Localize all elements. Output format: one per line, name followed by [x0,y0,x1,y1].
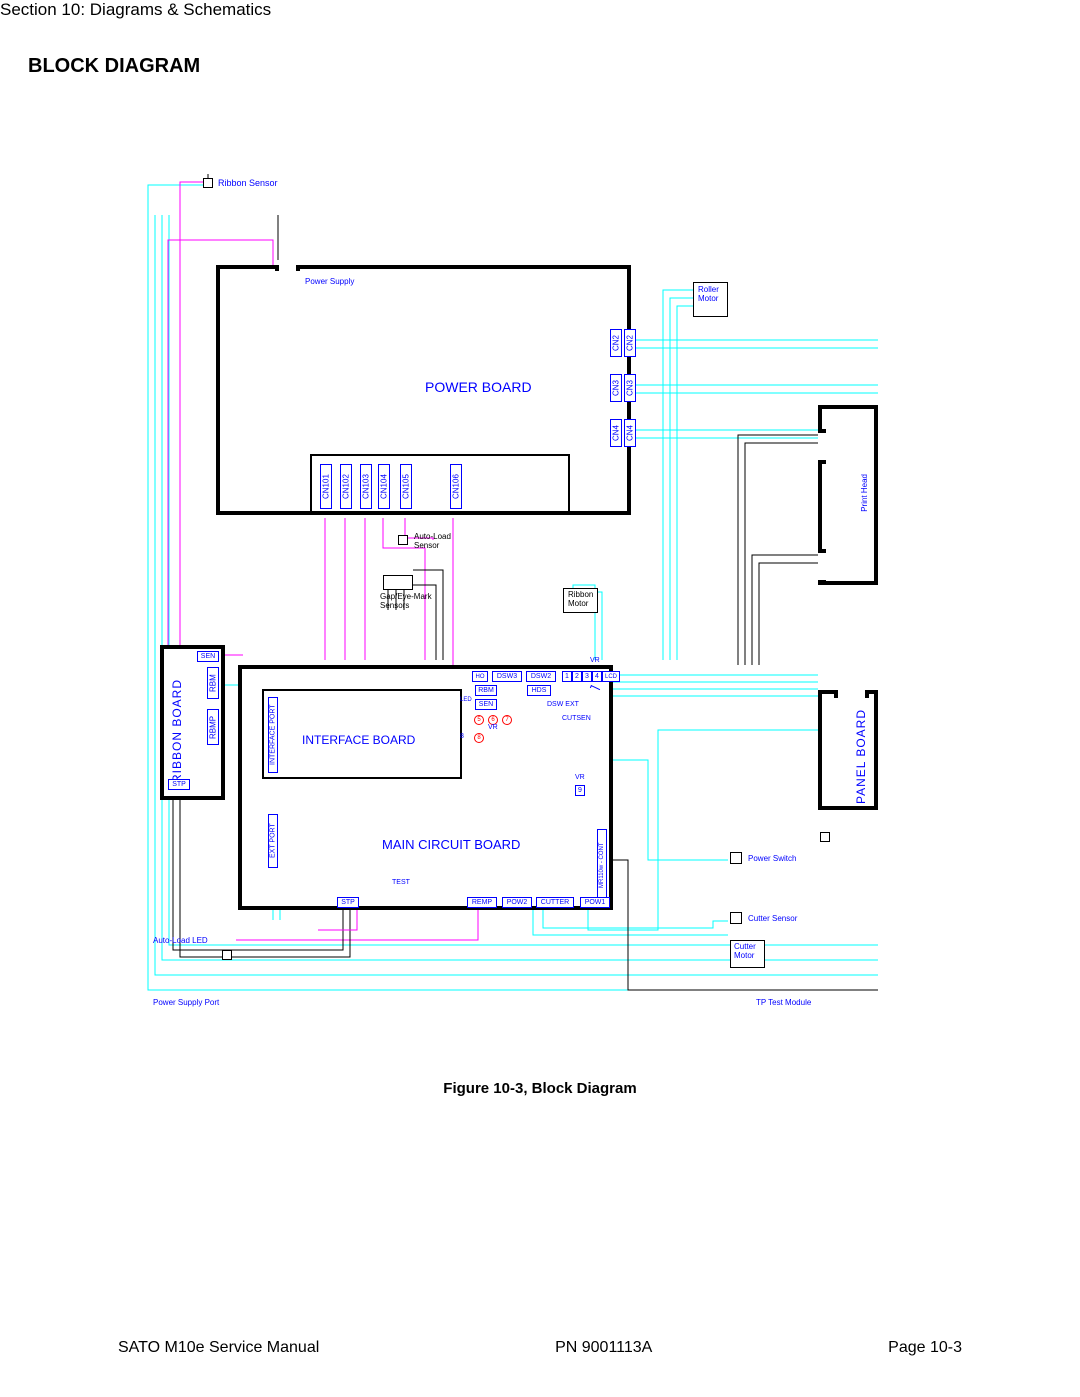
ribbon-board: RIBBON BOARD SEN RBM RBMP STP [160,645,225,800]
conn-rbm-m: RBM [475,685,497,696]
print-head-board: Print Head [818,405,878,585]
cutter-sensor-box [730,912,742,924]
auto-load-sensor-box [398,535,408,545]
interface-board-label: INTERFACE BOARD [302,733,415,747]
conn-cn4a: CN4 [610,419,622,447]
section-header: Section 10: Diagrams & Schematics [0,0,271,20]
conn-cn104: CN104 [378,464,390,509]
roller-motor-label: Roller Motor [698,285,719,303]
conn-cn106: CN106 [450,464,462,509]
vr-9: 9 [575,785,585,796]
auto-load-led-box [222,950,232,960]
ribbon-motor-label: Ribbon Motor [568,590,593,608]
conn-stp-r: STP [168,779,190,790]
ribbon-sensor-label: Ribbon Sensor [218,178,278,188]
footer-center: PN 9001113A [555,1339,652,1357]
conn-pow2: POW2 [502,897,532,908]
conn-lcd: LCD [602,671,620,682]
vr-top: VR [590,657,600,664]
conn-dsw2: DSW2 [526,671,556,682]
conn-cn103: CN103 [360,464,372,509]
conn-sen: SEN [197,651,219,662]
conn-cn2b: CN2 [624,329,636,357]
conn-cn2a: CN2 [610,329,622,357]
dsw-ext: DSW EXT [547,701,579,708]
dot-5: 5 [474,715,484,725]
ribbon-board-label: RIBBON BOARD [170,679,184,783]
power-board: Power Supply POWER BOARD CN2 CN2 CN3 CN3… [216,265,631,515]
mr110w: MR110w - CONT [597,829,607,901]
gap-sensors-box [383,575,413,590]
panel-board: PANEL BOARD [818,690,878,810]
cutsen: CUTSEN [562,715,591,722]
conn-8: 8 [460,733,464,740]
conn-cn4b: CN4 [624,419,636,447]
ribbon-sensor-box [203,178,213,188]
test-label: TEST [392,879,410,886]
footer-right: Page 10-3 [888,1339,962,1357]
conn-hds: HDS [527,685,551,696]
psp-label: Power Supply Port [153,998,219,1007]
cutter-sensor-label: Cutter Sensor [748,914,797,923]
main-board-label: MAIN CIRCUIT BOARD [382,837,520,852]
footer: SATO M10e Service Manual PN 9001113A Pag… [118,1339,962,1357]
vr-9-label: VR [575,774,585,781]
dot-7: 7 [502,715,512,725]
interface-port-label: INTERFACE PORT [268,697,278,773]
conn-cn102: CN102 [340,464,352,509]
ext-port: EXT PORT [268,814,278,868]
conn-2: 2 [572,671,582,682]
conn-1: 1 [562,671,572,682]
print-head-label: Print Head [860,474,869,512]
footer-left: SATO M10e Service Manual [118,1339,319,1357]
gap-sensors-label: Gap/Eye-Mark Sensors [380,592,432,610]
port-box-1 [820,832,830,842]
conn-led: LED [460,697,472,703]
conn-cutter: CUTTER [536,897,574,908]
conn-stp: STP [337,897,359,908]
conn-3: 3 [582,671,592,682]
conn-rbmp: RBMP [207,709,219,745]
figure-caption: Figure 10-3, Block Diagram [0,1080,1080,1097]
power-switch-box [730,852,742,864]
vr-mid: VR [488,724,498,731]
main-board: INTERFACE PORT INTERFACE BOARD VR HO DSW… [238,665,613,910]
power-board-label: POWER BOARD [425,379,532,395]
conn-ho: HO [472,671,488,682]
cutter-motor-label: Cutter Motor [734,942,756,960]
auto-load-led-label: Auto-Load LED [153,936,208,945]
conn-cn105: CN105 [400,464,412,509]
diagram-canvas: Ribbon Sensor Power Supply POWER BOARD C… [118,160,878,1060]
conn-rbm: RBM [207,667,219,699]
power-switch-label: Power Switch [748,854,796,863]
conn-4: 4 [592,671,602,682]
page-title: BLOCK DIAGRAM [28,55,200,78]
dot-8: 8 [474,733,484,743]
conn-cn3b: CN3 [624,374,636,402]
conn-pow1: POW1 [580,897,610,908]
conn-sen-m: SEN [475,699,497,710]
conn-remp: REMP [467,897,497,908]
conn-dsw3: DSW3 [492,671,522,682]
conn-cn101: CN101 [320,464,332,509]
tp-label: TP Test Module [756,998,811,1007]
panel-board-label: PANEL BOARD [854,709,868,804]
power-supply-label: Power Supply [305,277,354,286]
auto-load-sensor-label: Auto-Load Sensor [414,532,451,550]
conn-cn3a: CN3 [610,374,622,402]
